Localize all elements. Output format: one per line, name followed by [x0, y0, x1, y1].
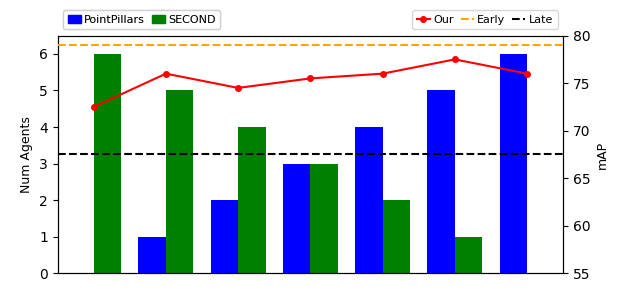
Bar: [166, 91, 193, 273]
Early: [90, 43, 97, 47]
Y-axis label: mAP: mAP: [596, 140, 609, 168]
Our: [90, 105, 97, 109]
Bar: [93, 54, 121, 273]
Bar: [383, 200, 410, 273]
Our: [307, 77, 314, 80]
Our: [524, 72, 531, 75]
Bar: [211, 200, 238, 273]
Our: [451, 58, 459, 61]
Bar: [428, 91, 455, 273]
Bar: [283, 164, 310, 273]
Our: [379, 72, 387, 75]
Line: Our: Our: [91, 57, 530, 110]
Bar: [455, 237, 483, 273]
Bar: [238, 127, 266, 273]
Y-axis label: Num Agents: Num Agents: [20, 116, 33, 193]
Bar: [355, 127, 383, 273]
Our: [162, 72, 170, 75]
Bar: [500, 54, 527, 273]
Legend: Our, Early, Late: Our, Early, Late: [412, 10, 557, 29]
Our: [234, 86, 242, 90]
Bar: [310, 164, 338, 273]
Legend: PointPillars, SECOND: PointPillars, SECOND: [63, 10, 220, 29]
Bar: [138, 237, 166, 273]
Early: [162, 43, 170, 47]
